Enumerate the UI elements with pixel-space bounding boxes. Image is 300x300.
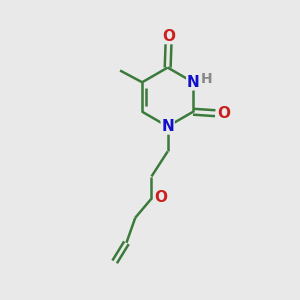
Text: O: O bbox=[154, 190, 167, 205]
Text: H: H bbox=[201, 72, 212, 86]
Text: O: O bbox=[218, 106, 231, 121]
Text: N: N bbox=[187, 75, 200, 90]
Text: N: N bbox=[161, 119, 174, 134]
Text: O: O bbox=[162, 28, 175, 44]
